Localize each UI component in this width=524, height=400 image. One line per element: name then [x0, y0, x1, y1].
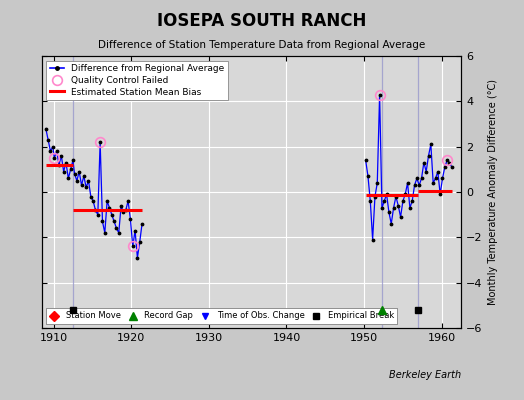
Y-axis label: Monthly Temperature Anomaly Difference (°C): Monthly Temperature Anomaly Difference (…	[488, 79, 498, 305]
Legend: Station Move, Record Gap, Time of Obs. Change, Empirical Break: Station Move, Record Gap, Time of Obs. C…	[46, 308, 397, 324]
Text: IOSEPA SOUTH RANCH: IOSEPA SOUTH RANCH	[157, 12, 367, 30]
Text: Difference of Station Temperature Data from Regional Average: Difference of Station Temperature Data f…	[99, 40, 425, 50]
Text: Berkeley Earth: Berkeley Earth	[389, 370, 461, 380]
